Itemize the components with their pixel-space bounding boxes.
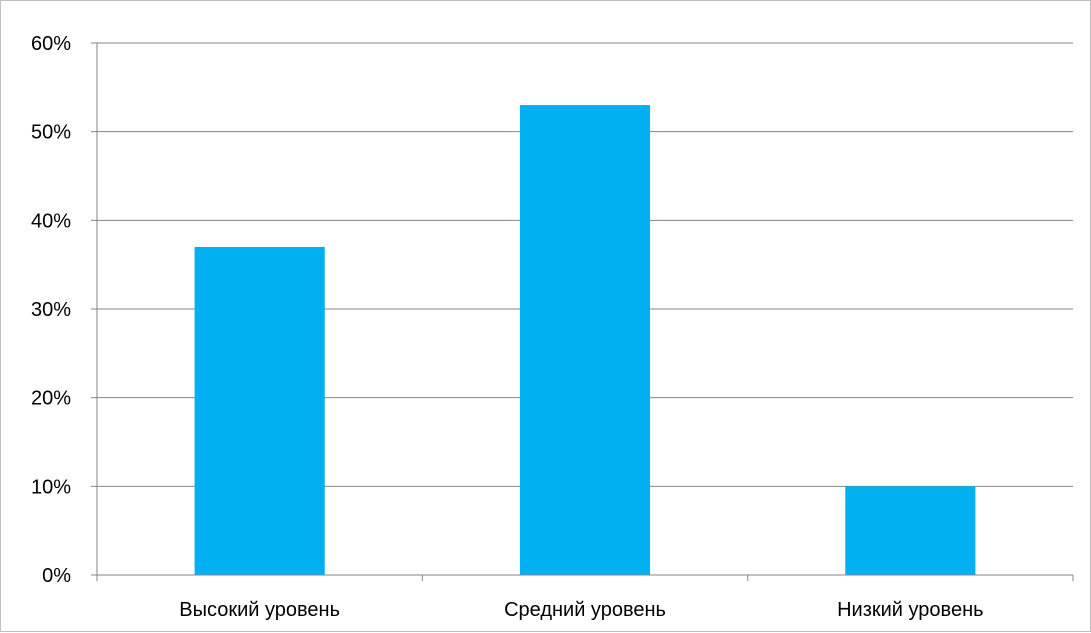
y-tick-label: 60%: [31, 33, 71, 55]
y-tick-label: 50%: [31, 122, 71, 144]
y-tick-label: 20%: [31, 388, 71, 410]
labels: 0% 10% 20% 30% 40% 50% 60% Высокий уровень Средн…: [31, 33, 984, 621]
x-category-label: Средний уровень: [504, 599, 666, 621]
bar-2: [519, 105, 651, 576]
y-tick-label: 30%: [31, 299, 71, 321]
bars: [194, 105, 976, 576]
x-category-label: Низкий уровень: [837, 599, 983, 621]
y-tick-label: 0%: [42, 565, 71, 587]
bar-1: [194, 246, 325, 575]
y-tick-label: 10%: [31, 476, 71, 498]
axes: [91, 42, 1074, 581]
x-category-label: Высокий уровень: [179, 599, 340, 621]
bar-3: [845, 486, 976, 575]
y-tick-label: 40%: [31, 210, 71, 232]
